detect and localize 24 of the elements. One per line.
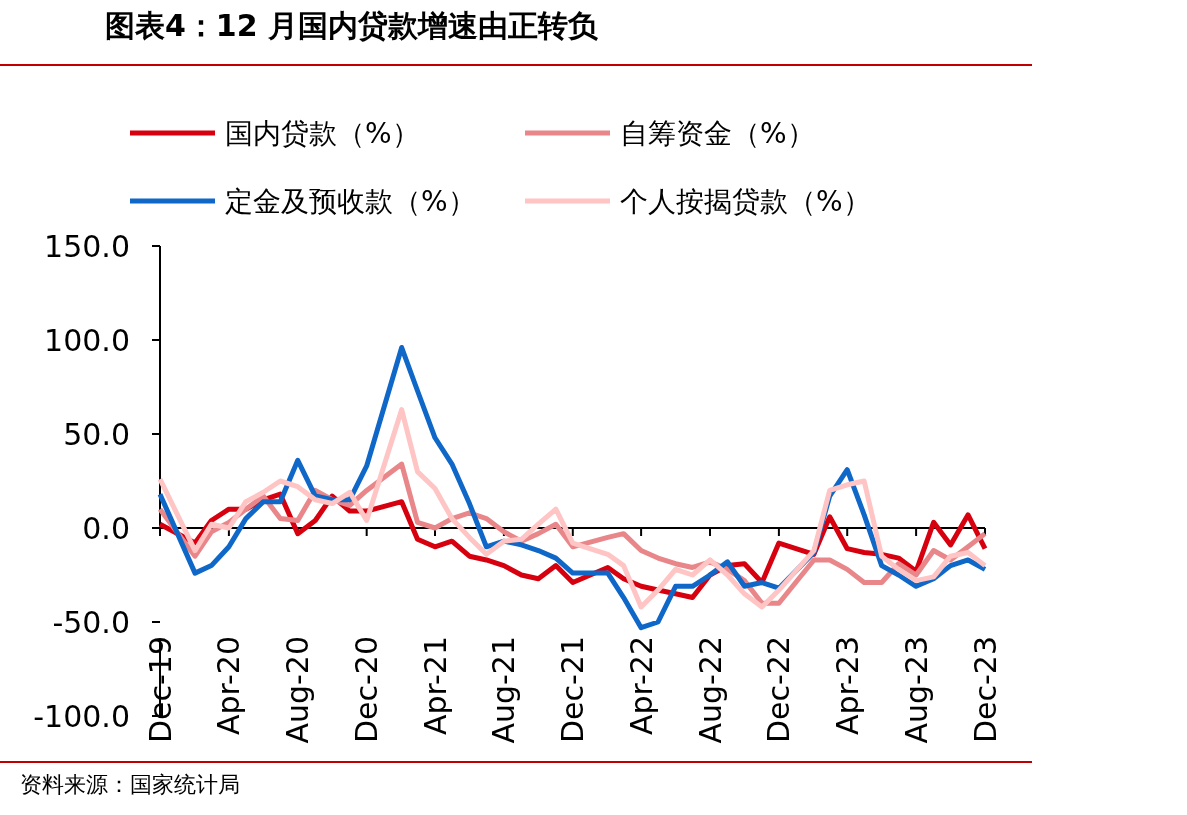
x-tick-label: Apr-21 — [417, 636, 453, 735]
x-tick-label: Dec-20 — [349, 636, 385, 744]
x-tick-label: Apr-20 — [211, 636, 247, 735]
x-tick-label: Aug-20 — [280, 636, 316, 744]
y-tick-label: 100.0 — [44, 322, 130, 358]
x-tick-label: Aug-21 — [486, 636, 522, 744]
x-tick-label: Apr-22 — [623, 636, 659, 735]
x-tick-label: Dec-21 — [555, 636, 591, 744]
y-tick-label: -50.0 — [52, 604, 130, 640]
x-tick-label: Dec-22 — [761, 636, 797, 744]
y-tick-label: 0.0 — [82, 510, 130, 546]
legend-label: 个人按揭贷款（%） — [620, 185, 871, 218]
text: 资料来源：国家统计局 — [20, 772, 240, 797]
x-tick-label: Aug-23 — [898, 636, 934, 744]
y-tick-label: 50.0 — [63, 416, 130, 452]
y-tick-label: 150.0 — [44, 228, 130, 264]
legend-label: 自筹资金（%） — [620, 117, 815, 150]
legend-label: 定金及预收款（%） — [225, 185, 476, 218]
chart-title: 图表4：12 月国内贷款增速由正转负 — [105, 8, 599, 43]
x-tick-label: Dec-23 — [967, 636, 1003, 744]
x-tick-label: Apr-23 — [829, 636, 865, 735]
x-tick-label: Aug-22 — [692, 636, 728, 744]
legend-label: 国内贷款（%） — [225, 117, 420, 150]
y-tick-label: -100.0 — [33, 698, 130, 734]
